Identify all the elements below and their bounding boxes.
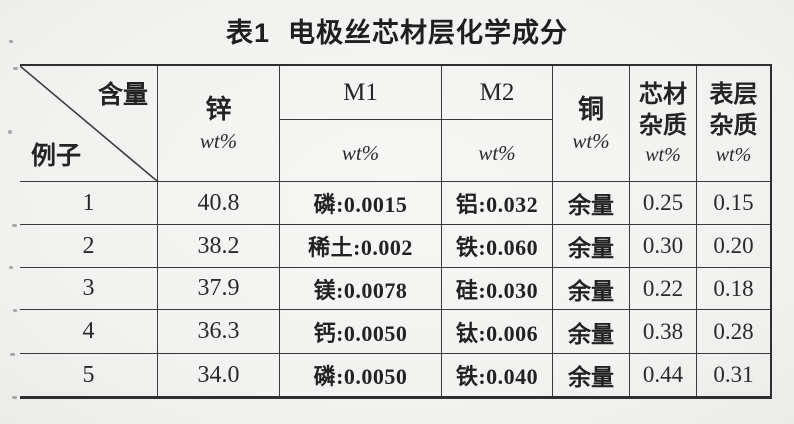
zinc-unit: wt% <box>199 128 238 153</box>
table-number: 表1 <box>225 18 271 48</box>
core-impurity-cell: 0.30 <box>630 225 697 268</box>
example-cell: 4 <box>20 310 158 354</box>
core-impurity-unit: wt% <box>645 144 681 166</box>
surface-impurity-cell: 0.15 <box>697 182 770 225</box>
m2-cell: 铝:0.032 <box>442 182 553 225</box>
m2-unit-cell: wt% <box>442 120 552 181</box>
surface-impurity-cell: 0.20 <box>697 225 770 268</box>
column-header-m2: M2 wt% <box>442 66 553 182</box>
column-header-copper: 铜 wt% <box>553 66 630 182</box>
zinc-cell: 40.8 <box>158 182 280 225</box>
scan-artifact <box>9 266 13 269</box>
example-cell: 1 <box>20 182 158 225</box>
core-impurity-cell: 0.25 <box>630 182 697 225</box>
column-header-zinc: 锌 wt% <box>158 66 280 182</box>
surface-impurity-cell: 0.28 <box>697 310 770 354</box>
m1-unit-cell: wt% <box>280 120 441 181</box>
column-header-core-impurity: 芯材 杂质 wt% <box>630 66 697 182</box>
copper-cell: 余量 <box>553 354 630 396</box>
zinc-cell: 36.3 <box>158 310 280 354</box>
core-impurity-cell: 0.22 <box>630 268 697 310</box>
m2-label: M2 <box>479 78 515 106</box>
zinc-cell: 38.2 <box>158 225 280 268</box>
m1-cell: 磷:0.0015 <box>280 182 442 225</box>
m1-cell: 钙:0.0050 <box>280 310 442 354</box>
table-title-text: 电极丝芯材层化学成分 <box>288 18 569 48</box>
scan-artifact <box>13 309 17 312</box>
m2-cell: 硅:0.030 <box>442 268 553 310</box>
table-title: 表1 电极丝芯材层化学成分 <box>0 16 794 50</box>
surface-impurity-label-line1: 表层 <box>709 81 758 108</box>
zinc-cell: 34.0 <box>158 354 280 396</box>
composition-table: 含量 例子 锌 wt% M1 wt% M2 wt% 铜 wt% <box>20 64 772 399</box>
zinc-label: 锌 <box>205 93 232 124</box>
copper-cell: 余量 <box>553 268 630 310</box>
surface-impurity-unit: wt% <box>715 144 752 166</box>
scan-artifact <box>13 67 18 70</box>
copper-cell: 余量 <box>553 310 630 354</box>
corner-header-cell: 含量 例子 <box>20 66 158 182</box>
column-header-m1: M1 wt% <box>280 66 442 182</box>
copper-cell: 余量 <box>553 225 630 268</box>
corner-top-label: 含量 <box>97 81 148 109</box>
m2-cell: 钛:0.006 <box>442 310 553 354</box>
diagonal-divider-line <box>20 66 157 181</box>
m2-cell: 铁:0.040 <box>442 354 553 396</box>
zinc-cell: 37.9 <box>158 268 280 310</box>
surface-impurity-label-line2: 杂质 <box>709 112 758 139</box>
m1-unit: wt% <box>341 140 380 165</box>
core-impurity-label-line1: 芯材 <box>639 81 687 108</box>
example-cell: 5 <box>20 354 158 396</box>
surface-impurity-cell: 0.31 <box>713 362 754 387</box>
m1-cell: 磷:0.0050 <box>280 354 442 396</box>
m1-cell: 稀土:0.002 <box>280 225 442 268</box>
scan-artifact <box>10 353 15 356</box>
m2-label-cell: M2 <box>442 66 552 120</box>
example-cell: 2 <box>20 225 158 268</box>
example-cell: 3 <box>20 268 158 310</box>
surface-impurity-cell: 0.18 <box>697 268 770 310</box>
core-impurity-cell: 0.44 <box>630 354 697 396</box>
copper-cell: 余量 <box>553 182 630 225</box>
scan-artifact <box>12 224 17 227</box>
m2-unit: wt% <box>478 140 516 165</box>
scan-artifact <box>9 40 13 43</box>
copper-label: 铜 <box>577 93 604 124</box>
m1-label-cell: M1 <box>280 66 441 120</box>
corner-bottom-label: 例子 <box>31 142 82 170</box>
m1-label: M1 <box>343 78 378 106</box>
copper-unit: wt% <box>572 128 610 153</box>
core-impurity-label-line2: 杂质 <box>639 112 687 139</box>
scan-artifact <box>8 130 12 134</box>
m1-cell: 镁:0.0078 <box>280 268 442 310</box>
column-header-surface-impurity: 表层 杂质 wt% <box>697 66 770 182</box>
m2-cell: 铁:0.060 <box>442 225 553 268</box>
core-impurity-cell: 0.38 <box>630 310 697 354</box>
scan-artifact <box>12 396 17 399</box>
